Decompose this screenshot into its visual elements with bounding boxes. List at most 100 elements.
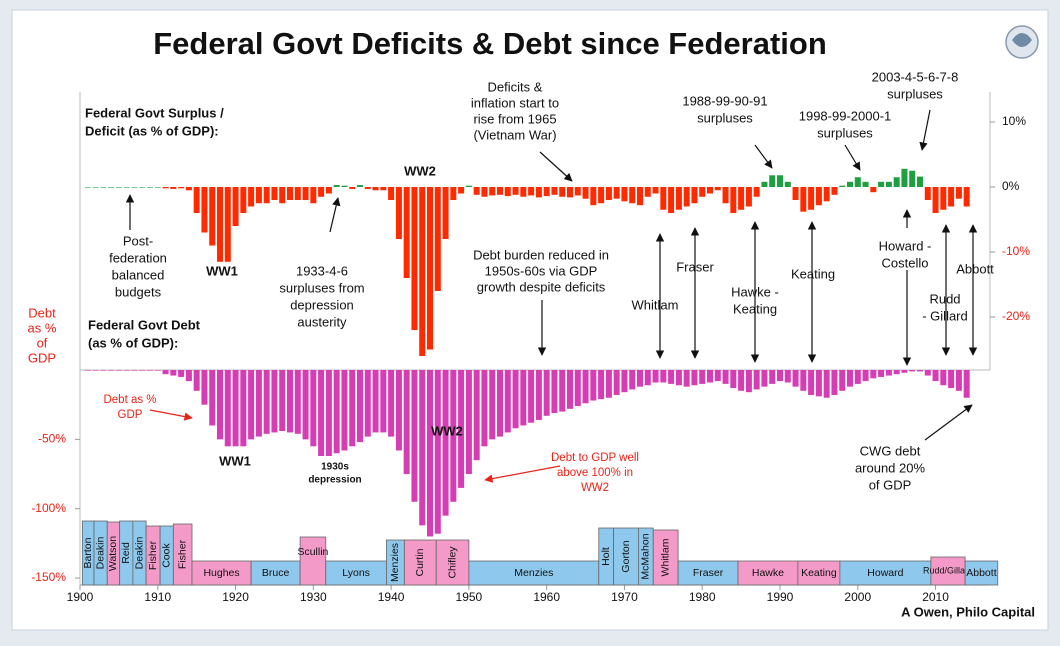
bar [162, 187, 169, 189]
bar [528, 187, 535, 196]
bar [652, 187, 659, 194]
bar [691, 187, 698, 204]
bar [465, 185, 472, 187]
bar [769, 370, 776, 384]
bar [784, 181, 791, 187]
bar [224, 370, 231, 447]
annotation: Federal Govt Surplus / [85, 105, 224, 120]
bar [652, 370, 659, 383]
annotation: above 100% in [557, 467, 633, 479]
annotation: 1988-99-90-91 [682, 93, 767, 108]
bar [349, 187, 356, 189]
bar [854, 370, 861, 384]
bar [372, 370, 379, 433]
bar [761, 370, 768, 387]
arrow [924, 404, 973, 441]
annotation: 1930s [321, 462, 349, 473]
bar [100, 187, 107, 188]
annotation: rise from 1965 [473, 111, 556, 126]
x-tick-label: 1930 [300, 590, 327, 604]
bar [644, 370, 651, 386]
bar [287, 370, 293, 433]
bar [279, 187, 286, 204]
bar [481, 370, 488, 447]
bar [738, 370, 745, 391]
bar [512, 187, 519, 195]
annotation: Costello [882, 255, 929, 270]
bar [271, 187, 278, 200]
bar [217, 187, 223, 262]
bar [310, 187, 317, 204]
bar [839, 185, 846, 187]
annotation: (as % of GDP): [88, 335, 178, 350]
arrow [149, 409, 193, 421]
annotation: surpluses [697, 110, 753, 125]
leader-name: Deakin [133, 536, 145, 569]
bar [559, 370, 566, 412]
bar [108, 187, 115, 188]
bar [917, 370, 923, 372]
bar [388, 187, 395, 200]
annotation: GDP [118, 409, 143, 421]
bar [465, 370, 472, 475]
bar [271, 370, 278, 433]
leader-name: Hawke [752, 567, 784, 579]
leader-name: Menzies [389, 543, 401, 582]
bar [489, 187, 496, 196]
annotation: GDP [28, 350, 56, 365]
x-tick-label: 2010 [922, 590, 949, 604]
bar [255, 187, 262, 204]
arrow [919, 109, 931, 151]
leader-name: Chifley [446, 546, 458, 579]
bar [318, 187, 325, 197]
annotation: Deficits & [488, 79, 543, 94]
bar [310, 370, 317, 447]
bar [92, 370, 99, 371]
leader-box [964, 560, 999, 586]
bar [590, 187, 597, 206]
bar [559, 187, 566, 197]
bar [380, 187, 387, 191]
bar [147, 370, 153, 371]
bar [232, 370, 239, 447]
bar [613, 187, 620, 199]
bar [442, 370, 449, 516]
annotation: inflation start to [471, 95, 559, 110]
annotation: surpluses from [279, 280, 364, 295]
bar [808, 187, 815, 210]
bar [660, 187, 667, 210]
annotation: Abbott [956, 261, 994, 276]
bar [629, 370, 636, 390]
bar [193, 370, 200, 391]
bar [497, 187, 503, 195]
annotation: CWG debt [860, 443, 921, 458]
bar [427, 370, 433, 537]
bar [940, 370, 947, 386]
leader-name: McMahon [640, 533, 652, 579]
bar [139, 187, 146, 188]
y-tick-label: -10% [1002, 244, 1030, 258]
bar [333, 370, 340, 454]
bar [878, 181, 885, 187]
bar [567, 187, 573, 198]
bar [675, 370, 682, 386]
annotation: federation [109, 250, 167, 265]
leader-box [435, 539, 470, 586]
leader-box [468, 560, 600, 586]
bar [909, 170, 916, 187]
bar [520, 370, 527, 426]
bar [831, 370, 838, 395]
bar [170, 187, 177, 189]
leader-name: Holt [600, 547, 612, 566]
bar [178, 370, 185, 377]
y-tick-label: -50% [38, 432, 66, 446]
chart-title: Federal Govt Deficits & Debt since Feder… [153, 26, 827, 61]
x-tick-label: 1940 [378, 590, 405, 604]
bar [847, 181, 853, 187]
bar [248, 187, 255, 207]
bar [675, 187, 682, 210]
x-tick-label: 1910 [144, 590, 171, 604]
leader-box [325, 560, 387, 586]
credit: A Owen, Philo Capital [901, 604, 1035, 619]
